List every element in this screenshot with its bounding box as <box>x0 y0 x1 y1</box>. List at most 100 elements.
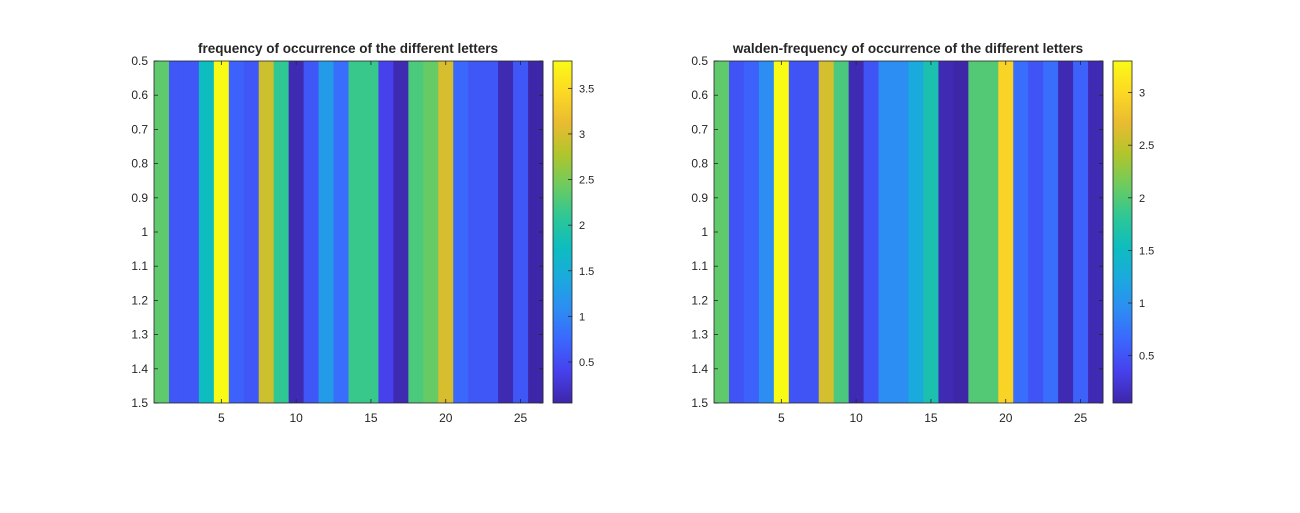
heatmap-cell <box>303 61 319 403</box>
y-tick-label: 0.5 <box>131 54 148 68</box>
x-tick-label: 15 <box>924 411 938 425</box>
colorbar <box>1112 60 1133 404</box>
colorbar <box>552 60 573 404</box>
y-tick-label: 1.3 <box>131 328 148 342</box>
heatmap-cell <box>758 61 775 403</box>
heatmap-cell <box>498 61 514 403</box>
x-tick-label: 5 <box>778 411 785 425</box>
colorbar-tick-label: 1 <box>579 311 585 323</box>
heatmap-cell <box>483 61 499 403</box>
heatmap-cell <box>213 61 230 403</box>
heatmap-cell <box>1073 61 1089 403</box>
x-tick-label: 25 <box>1074 411 1088 425</box>
heatmap-cell <box>154 61 170 403</box>
y-tick-label: 0.9 <box>691 191 708 205</box>
y-tick-label: 1.1 <box>691 259 708 273</box>
chart-walden-frequency: walden-frequency of occurrence of the di… <box>691 41 1154 425</box>
heatmap-cell <box>393 61 409 403</box>
heatmap-cell <box>243 61 260 403</box>
heatmap-cell <box>908 61 924 403</box>
heatmap-cell <box>408 61 424 403</box>
heatmap-cell <box>1028 61 1044 403</box>
heatmap-cell <box>803 61 820 403</box>
y-tick-label: 1.3 <box>691 328 708 342</box>
x-tick-label: 25 <box>514 411 528 425</box>
chart-letter-frequency: frequency of occurrence of the different… <box>131 41 594 425</box>
heatmap-cell <box>983 61 999 403</box>
colorbar-tick-label: 0.5 <box>579 357 594 369</box>
y-tick-label: 1.5 <box>131 396 148 410</box>
heatmap-cell <box>743 61 760 403</box>
x-tick-label: 20 <box>439 411 453 425</box>
heatmap-cell <box>788 61 805 403</box>
x-tick-label: 5 <box>218 411 225 425</box>
y-tick-label: 1.2 <box>691 293 708 307</box>
heatmap-cell <box>363 61 379 403</box>
colorbar-tick-label: 1.5 <box>1139 245 1154 257</box>
heatmap-cell <box>453 61 469 403</box>
chart-title: frequency of occurrence of the different… <box>198 41 498 56</box>
heatmap-cell <box>863 61 879 403</box>
colorbar-tick-label: 3 <box>579 129 585 141</box>
y-tick-label: 1.4 <box>691 362 708 376</box>
heatmap-cell <box>348 61 364 403</box>
heatmap-cell <box>228 61 245 403</box>
heatmap-cell <box>333 61 349 403</box>
y-tick-label: 1.5 <box>691 396 708 410</box>
y-tick-label: 0.6 <box>691 88 708 102</box>
heatmap-cell <box>923 61 939 403</box>
heatmap-cell <box>513 61 529 403</box>
heatmap-cell <box>168 61 185 403</box>
heatmap-cell <box>1043 61 1059 403</box>
chart-title: walden-frequency of occurrence of the di… <box>732 41 1083 56</box>
y-tick-label: 0.8 <box>131 157 148 171</box>
colorbar-tick-label: 2 <box>579 220 585 232</box>
y-tick-label: 1.4 <box>131 362 148 376</box>
x-tick-label: 15 <box>364 411 378 425</box>
y-tick-label: 1.2 <box>131 293 148 307</box>
y-tick-label: 0.7 <box>691 122 708 136</box>
heatmap-cell <box>528 61 544 403</box>
heatmap-cell <box>258 61 275 403</box>
heatmap-cell <box>714 61 730 403</box>
y-tick-label: 0.5 <box>691 54 708 68</box>
colorbar-tick-label: 0.5 <box>1139 351 1154 363</box>
heatmap-cell <box>878 61 894 403</box>
heatmap-cell <box>1058 61 1074 403</box>
colorbar-tick-label: 2 <box>1139 193 1145 205</box>
heatmap-cell <box>288 61 305 403</box>
colorbar-tick-label: 3 <box>1139 88 1145 100</box>
heatmap-cell <box>773 61 790 403</box>
colorbar-tick-label: 2.5 <box>1139 140 1154 152</box>
heatmap-cell <box>273 61 290 403</box>
x-tick-label: 20 <box>999 411 1013 425</box>
heatmap-cell <box>378 61 394 403</box>
y-tick-label: 0.8 <box>691 157 708 171</box>
heatmap-cell <box>848 61 865 403</box>
y-tick-label: 1.1 <box>131 259 148 273</box>
y-tick-label: 0.9 <box>131 191 148 205</box>
heatmap-cell <box>953 61 969 403</box>
heatmap-cell <box>968 61 984 403</box>
heatmap-cell <box>198 61 215 403</box>
heatmap-cell <box>468 61 484 403</box>
heatmap-cell <box>938 61 954 403</box>
x-tick-label: 10 <box>849 411 863 425</box>
heatmap-cell <box>1088 61 1104 403</box>
heatmap-cell <box>728 61 745 403</box>
y-tick-label: 0.7 <box>131 122 148 136</box>
colorbar-tick-label: 1 <box>1139 298 1145 310</box>
heatmap-cell <box>1013 61 1029 403</box>
y-tick-label: 0.6 <box>131 88 148 102</box>
heatmap-cell <box>998 61 1014 403</box>
heatmap-cell <box>183 61 200 403</box>
y-tick-label: 1 <box>141 225 148 239</box>
heatmap-cell <box>893 61 909 403</box>
colorbar-tick-label: 2.5 <box>579 175 594 187</box>
heatmap-cell <box>423 61 439 403</box>
y-tick-label: 1 <box>701 225 708 239</box>
colorbar-tick-label: 1.5 <box>579 266 594 278</box>
heatmap-cell <box>818 61 835 403</box>
heatmap-cell <box>833 61 850 403</box>
